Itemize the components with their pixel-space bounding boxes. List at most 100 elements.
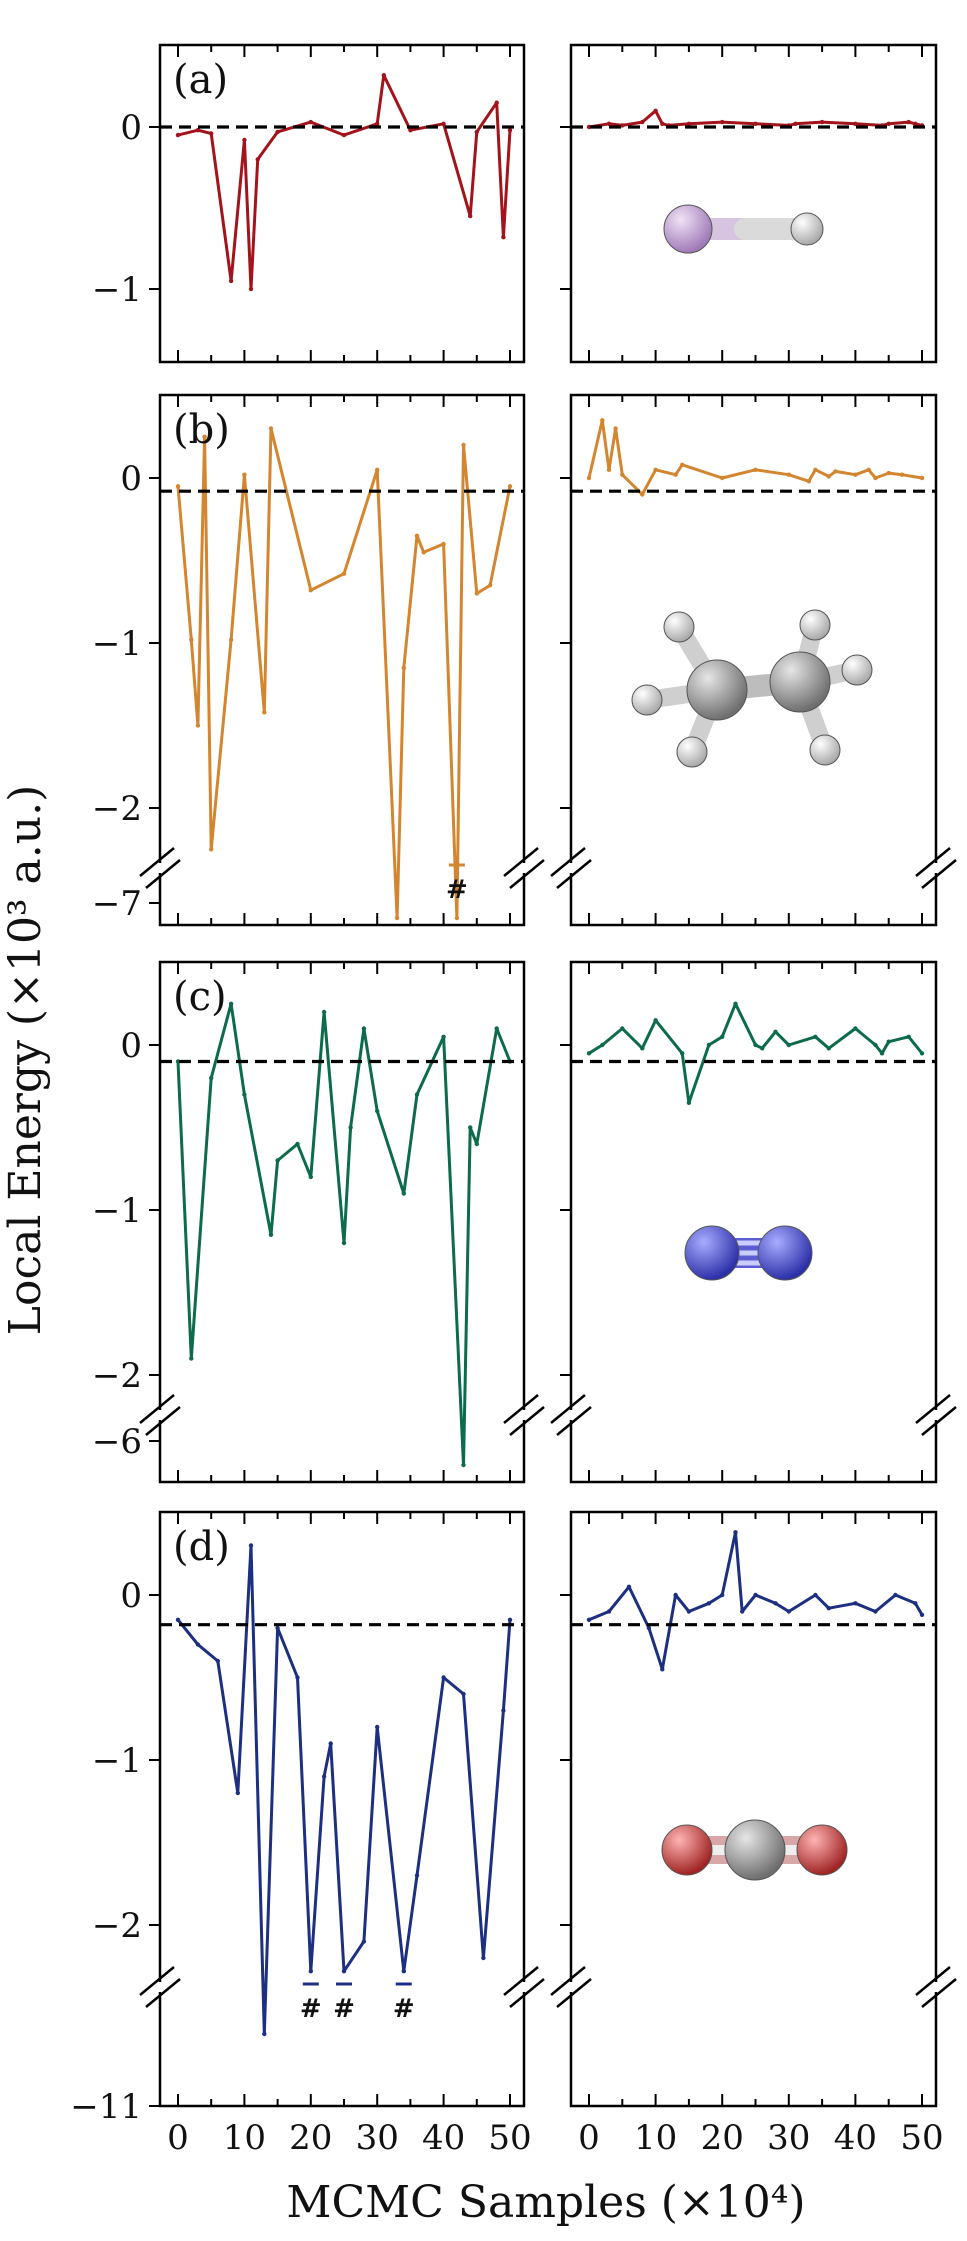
axis-break-b-left-right bbox=[503, 847, 545, 889]
panel-label-c: (c) bbox=[173, 974, 227, 1020]
data-point-c-right bbox=[706, 1042, 712, 1048]
data-point-d-left bbox=[441, 1675, 446, 1680]
data-point-b-right bbox=[720, 475, 725, 481]
data-point-a-left bbox=[507, 128, 513, 133]
truncation-marker-d: # bbox=[333, 1994, 355, 2024]
series-line-a-left bbox=[177, 73, 512, 291]
molecule-illustrations bbox=[631, 204, 873, 1881]
data-point-d-left bbox=[501, 1708, 506, 1713]
break-slash bbox=[556, 1978, 592, 2008]
truncation-marker-b: # bbox=[446, 875, 468, 905]
x-tick-label-right: 20 bbox=[701, 2118, 744, 2158]
data-point-b-right bbox=[673, 472, 678, 477]
data-point-b-right bbox=[826, 474, 831, 479]
break-slash bbox=[921, 859, 957, 889]
data-point-b-right bbox=[813, 467, 818, 472]
data-point-d-right bbox=[686, 1609, 692, 1614]
data-point-b-left bbox=[441, 541, 446, 547]
data-point-a-right bbox=[906, 119, 911, 125]
data-point-c-right bbox=[886, 1039, 891, 1044]
x-tick-label-right: 50 bbox=[900, 2118, 943, 2158]
molecule-co2 bbox=[661, 1819, 848, 1881]
data-point-c-right bbox=[813, 1034, 818, 1040]
x-tick-label-right: 0 bbox=[578, 2118, 600, 2158]
data-point-c-right bbox=[640, 1046, 645, 1051]
atom bbox=[676, 736, 708, 768]
data-point-b-left bbox=[209, 847, 214, 852]
data-point-b-right bbox=[620, 472, 625, 477]
data-point-b-left bbox=[394, 915, 400, 921]
data-point-c-right bbox=[786, 1042, 791, 1048]
atom bbox=[757, 1225, 813, 1281]
break-slash bbox=[503, 1966, 539, 1996]
atom bbox=[724, 1819, 786, 1881]
data-point-c-right bbox=[600, 1042, 605, 1048]
axis-break-c-left-left bbox=[139, 1394, 181, 1436]
y-tick-label-c: 0 bbox=[120, 1026, 142, 1066]
break-slash bbox=[139, 847, 175, 877]
series-line-d-left bbox=[176, 1544, 512, 2036]
axis-break-d-right-left bbox=[550, 1966, 592, 2008]
data-point-d-right bbox=[706, 1601, 712, 1606]
data-point-b-left bbox=[195, 723, 201, 728]
data-point-b-left bbox=[308, 588, 313, 593]
atom bbox=[631, 684, 663, 716]
data-point-d-right bbox=[606, 1609, 612, 1614]
atom bbox=[684, 1225, 740, 1281]
data-point-a-left bbox=[175, 132, 181, 138]
panel-frame-d-left bbox=[158, 1510, 526, 2108]
series-line-c-right bbox=[588, 1002, 924, 1105]
data-point-a-left bbox=[375, 121, 380, 127]
data-point-c-right bbox=[760, 1046, 765, 1051]
data-point-d-left bbox=[275, 1625, 280, 1631]
data-point-c-right bbox=[853, 1026, 858, 1031]
data-point-a-left bbox=[209, 131, 214, 136]
data-point-d-right bbox=[753, 1592, 758, 1598]
series-line-c-left bbox=[176, 1002, 512, 1467]
axis-break-d-left-right bbox=[503, 1966, 545, 2008]
atom bbox=[686, 659, 748, 721]
data-point-b-left bbox=[189, 637, 194, 642]
y-axis-title: Local Energy (×10³ a.u.) bbox=[0, 785, 51, 1336]
data-point-c-left bbox=[375, 1108, 380, 1114]
x-tick-label-left: 10 bbox=[223, 2118, 266, 2158]
data-point-b-right bbox=[873, 475, 878, 481]
panel-frame-a-left bbox=[158, 43, 526, 364]
atom bbox=[841, 654, 873, 686]
truncation-marker-d: # bbox=[300, 1994, 322, 2024]
panel-frame-c-left bbox=[158, 960, 526, 1484]
data-point-b-right bbox=[680, 462, 685, 467]
data-point-c-right bbox=[753, 1042, 758, 1048]
y-tick-label-b: −7 bbox=[92, 884, 142, 924]
data-point-c-left bbox=[321, 1009, 327, 1015]
series-lines bbox=[160, 73, 936, 2037]
break-gap bbox=[557, 1982, 585, 1992]
data-point-d-right bbox=[720, 1592, 725, 1598]
data-point-a-right bbox=[640, 119, 645, 125]
y-tick-label-d: −2 bbox=[92, 1906, 142, 1946]
data-point-b-right bbox=[853, 472, 858, 477]
data-point-d-right bbox=[786, 1609, 791, 1614]
data-point-c-left bbox=[348, 1125, 353, 1130]
data-point-b-left bbox=[268, 426, 274, 431]
data-point-d-right bbox=[913, 1601, 918, 1606]
data-point-b-left bbox=[507, 484, 513, 489]
data-point-a-right bbox=[720, 119, 725, 125]
data-point-d-left bbox=[341, 1969, 347, 1974]
data-point-a-left bbox=[474, 129, 479, 135]
data-point-a-right bbox=[793, 121, 798, 127]
data-point-a-left bbox=[242, 137, 247, 143]
data-point-d-right bbox=[660, 1667, 665, 1672]
break-gap bbox=[146, 1410, 174, 1420]
data-point-b-left bbox=[454, 915, 460, 921]
y-tick-label-b: −1 bbox=[92, 624, 142, 664]
data-point-d-right bbox=[813, 1592, 818, 1598]
y-tick-label-c: −1 bbox=[92, 1191, 142, 1231]
molecule-lih bbox=[663, 204, 824, 254]
data-point-d-left bbox=[175, 1617, 181, 1623]
axis-break-d-left-left bbox=[139, 1966, 181, 2008]
data-point-b-right bbox=[833, 469, 838, 474]
panel-frame-a-right bbox=[569, 43, 938, 364]
data-point-b-right bbox=[606, 467, 612, 472]
data-point-c-left bbox=[295, 1141, 300, 1147]
